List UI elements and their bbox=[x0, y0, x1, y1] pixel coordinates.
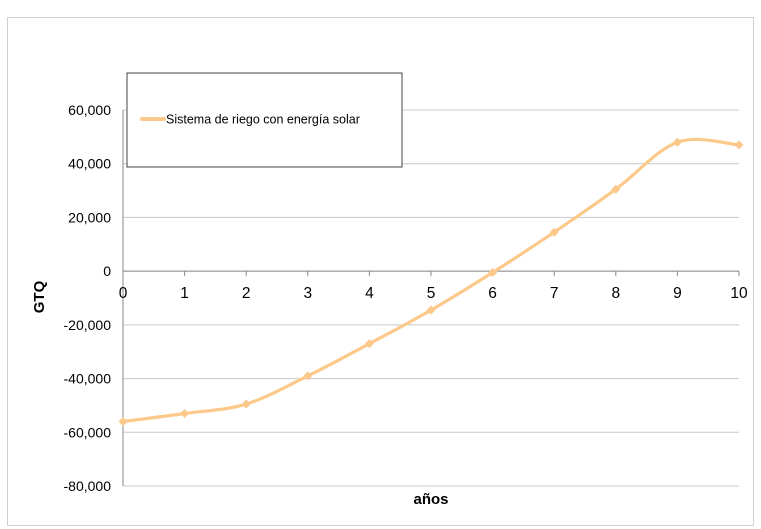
data-point bbox=[303, 371, 313, 381]
tick-labels: 60,000 40,000 20,000 0 -20,000 -40,000 -60,000… bbox=[64, 102, 748, 494]
data-point bbox=[734, 140, 744, 150]
y-axis-title: GTQ bbox=[31, 280, 48, 313]
data-point bbox=[672, 137, 682, 147]
data-point bbox=[426, 305, 436, 315]
y-tick-label: 20,000 bbox=[68, 209, 111, 225]
x-tick-label: 3 bbox=[303, 285, 312, 302]
data-point bbox=[549, 227, 559, 237]
y-tick-label: 0 bbox=[103, 263, 111, 279]
x-tick-label: 5 bbox=[427, 285, 436, 302]
data-point bbox=[488, 267, 498, 277]
y-tick-label: -40,000 bbox=[64, 371, 112, 387]
x-tick-label: 7 bbox=[550, 285, 559, 302]
x-tick-label: 1 bbox=[180, 285, 189, 302]
data-point bbox=[241, 399, 251, 409]
data-point bbox=[118, 417, 128, 427]
data-point bbox=[364, 339, 374, 349]
x-tick-label: 6 bbox=[488, 285, 497, 302]
data-point bbox=[611, 184, 621, 194]
series-line bbox=[121, 137, 741, 424]
legend-box bbox=[126, 72, 403, 168]
x-tick-label: 4 bbox=[365, 285, 374, 302]
y-tick-label: -80,000 bbox=[64, 478, 112, 494]
y-tick-label: -60,000 bbox=[64, 424, 112, 440]
legend-label: Sistema de riego con energía solar bbox=[166, 113, 360, 127]
x-axis-title: años bbox=[413, 491, 448, 508]
y-tick-label: 40,000 bbox=[68, 156, 111, 172]
y-tick-label: 60,000 bbox=[68, 102, 111, 118]
x-tick-label: 9 bbox=[673, 285, 682, 302]
x-tick-label: 0 bbox=[119, 285, 128, 302]
y-tick-label: -20,000 bbox=[64, 317, 112, 333]
data-point bbox=[180, 408, 190, 418]
x-tick-label: 2 bbox=[242, 285, 251, 302]
series-layer bbox=[118, 137, 744, 427]
x-tick-label: 8 bbox=[611, 285, 620, 302]
x-tick-label: 10 bbox=[730, 285, 748, 302]
legend: Sistema de riego con energía solar bbox=[126, 72, 403, 168]
